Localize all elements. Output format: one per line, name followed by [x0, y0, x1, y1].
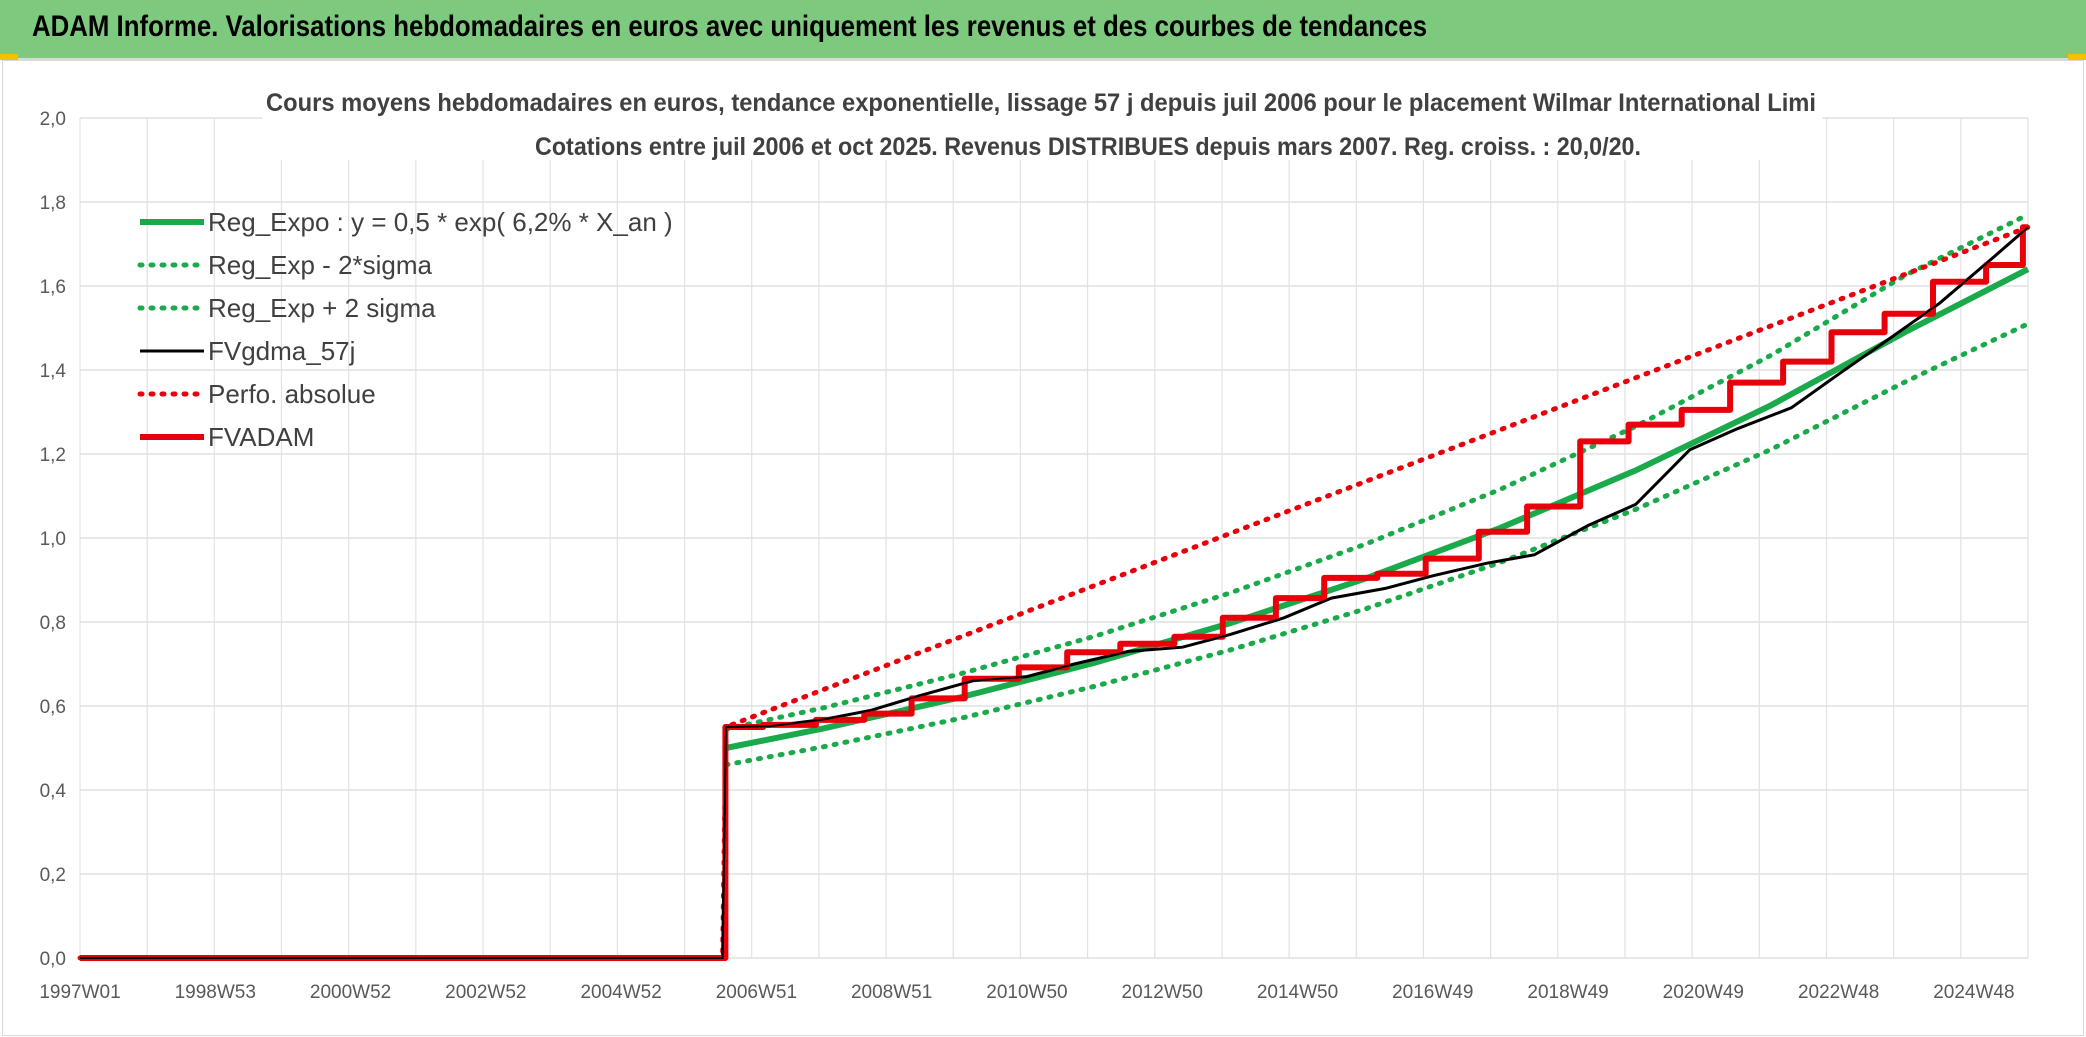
corner-marker-left	[0, 54, 18, 60]
x-tick-label: 2010W50	[986, 982, 1067, 1003]
legend-label: Reg_Exp + 2 sigma	[208, 293, 436, 323]
x-tick-label: 1998W53	[175, 982, 256, 1003]
legend-label: FVADAM	[208, 422, 314, 452]
x-tick-label: 2020W49	[1663, 982, 1744, 1003]
y-tick-label: 1,0	[40, 529, 66, 550]
y-tick-label: 0,6	[40, 697, 66, 718]
plot-area	[77, 212, 2031, 961]
y-tick-label: 0,8	[40, 613, 66, 634]
x-tick-label: 2016W49	[1392, 982, 1473, 1003]
x-tick-label: 2012W50	[1122, 982, 1203, 1003]
chart-subtitle: Cotations entre juil 2006 et oct 2025. R…	[535, 133, 1641, 161]
x-tick-label: 1997W01	[39, 982, 120, 1003]
y-tick-label: 0,4	[40, 781, 67, 802]
y-tick-label: 1,2	[40, 445, 66, 466]
x-tick-label: 2000W52	[310, 982, 391, 1003]
y-tick-label: 0,2	[40, 865, 66, 886]
y-tick-label: 1,6	[40, 277, 66, 298]
series-line-1	[723, 321, 2031, 768]
y-tick-label: 1,4	[40, 361, 67, 382]
chart-grid	[79, 117, 2029, 959]
x-tick-label: 2006W51	[716, 982, 797, 1003]
report-banner: ADAM Informe. Valorisations hebdomadaire…	[0, 0, 2086, 60]
legend-label: FVgdma_57j	[208, 336, 355, 366]
legend-label: Reg_Expo : y = 0,5 * exp( 6,2% * X_an )	[208, 207, 673, 237]
legend-label: Reg_Exp - 2*sigma	[208, 250, 433, 280]
series-line-5	[80, 224, 2028, 961]
x-axis: 1997W01 1998W53 2000W52 2002W52 2004W52 2006W…	[39, 982, 2014, 1003]
x-tick-label: 2024W48	[1933, 982, 2014, 1003]
series-line-overlay	[80, 226, 2029, 959]
y-tick-label: 2,0	[40, 109, 66, 130]
chart-legend: Reg_Expo : y = 0,5 * exp( 6,2% * X_an ) R…	[137, 207, 673, 452]
series-line-3	[80, 226, 2029, 960]
series-line-2	[723, 212, 2031, 732]
legend-label: Perfo. absolue	[208, 379, 376, 409]
chart-title: Cours moyens hebdomadaires en euros, ten…	[266, 89, 1816, 117]
x-tick-label: 2014W50	[1257, 982, 1338, 1003]
x-tick-label: 2018W49	[1527, 982, 1608, 1003]
y-axis: 0,0 0,2 0,4 0,6 0,8 1,0 1,2 1,4 1,6 1,8 2,0	[40, 109, 67, 970]
y-tick-label: 1,8	[40, 193, 66, 214]
x-tick-label: 2022W48	[1798, 982, 1879, 1003]
y-tick-label: 0,0	[40, 949, 66, 970]
chart-title-bg	[262, 82, 1822, 160]
corner-marker-right	[2068, 54, 2086, 60]
x-tick-label: 2002W52	[445, 982, 526, 1003]
x-tick-label: 2008W51	[851, 982, 932, 1003]
report-title: ADAM Informe. Valorisations hebdomadaire…	[32, 10, 1428, 43]
x-tick-label: 2004W52	[580, 982, 661, 1003]
series-line-4	[77, 224, 2031, 961]
